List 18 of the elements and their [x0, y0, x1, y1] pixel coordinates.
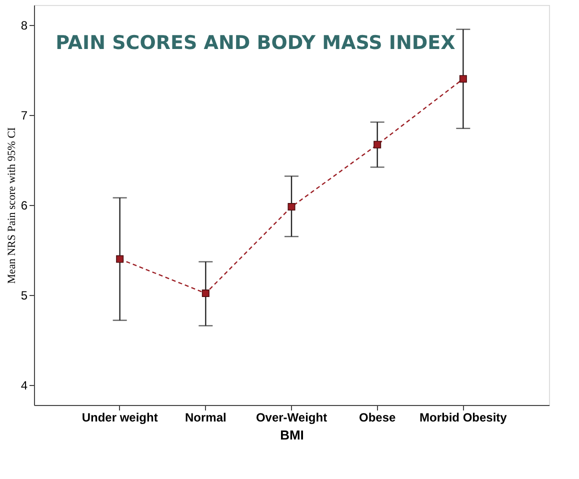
point	[459, 75, 467, 83]
x-tick-label: Morbid Obesity	[419, 410, 508, 424]
point	[116, 255, 124, 263]
point	[374, 140, 382, 148]
point	[202, 290, 210, 298]
x-tick-label: Under weight	[82, 410, 158, 424]
x-tick-label: Normal	[184, 410, 226, 424]
y-tick-label: 5	[20, 288, 28, 303]
y-tick-label: 4	[20, 378, 28, 393]
y-tick-label: 7	[20, 108, 28, 122]
y-tick-label: 8	[20, 18, 28, 32]
x-tick-label: Over-Weight	[256, 410, 328, 424]
text: PAIN SCORES AND BODY MASS INDEX	[56, 32, 456, 54]
x-tick-label: Obese	[358, 410, 396, 424]
y-tick-label: 6	[20, 198, 28, 212]
point	[288, 203, 296, 211]
x-axis-title: BMI	[280, 428, 304, 442]
y-axis-title: Mean NRS Pain score with 95% CI	[6, 126, 18, 284]
